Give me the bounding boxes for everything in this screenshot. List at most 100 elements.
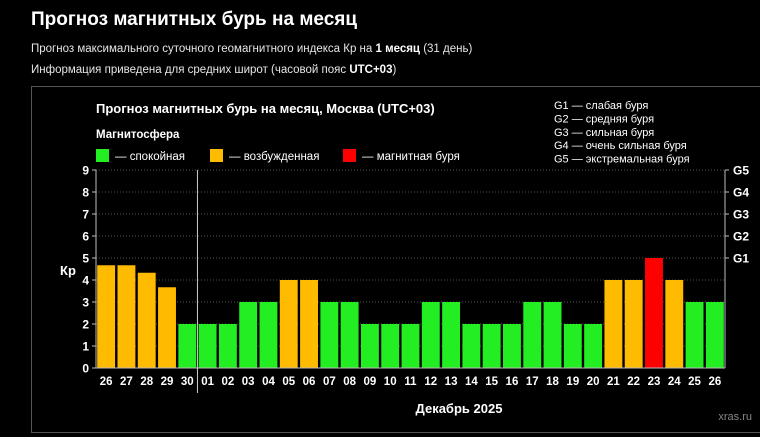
bar-20: [584, 324, 603, 368]
g-scale-item-5: G5 — экстремальная буря: [554, 154, 690, 166]
bar-28: [137, 272, 156, 368]
bar-30: [178, 324, 197, 368]
x-tick-label-10: 06: [303, 376, 316, 388]
bar-18: [543, 302, 562, 368]
legend-label-1: — возбужденная: [229, 151, 319, 163]
forecast-period: 1 месяц: [375, 43, 421, 55]
bar-13: [442, 302, 461, 368]
bar-11: [401, 324, 420, 368]
forecast-description: Прогноз максимального суточного геомагни…: [31, 43, 472, 55]
x-tick-label-9: 05: [282, 376, 295, 388]
x-tick-label-1: 27: [120, 376, 133, 388]
g-tick-label-G5: G5: [733, 164, 749, 178]
x-tick-label-25: 21: [607, 376, 620, 388]
g-scale-item-3: G3 — сильная буря: [554, 127, 654, 139]
bar-24: [665, 280, 684, 368]
g-scale-item-2: G2 — средняя буря: [554, 113, 654, 125]
chart-title: Прогноз магнитных бурь на месяц, Москва …: [96, 101, 435, 116]
x-tick-label-15: 11: [404, 376, 417, 388]
bar-12: [421, 302, 440, 368]
page-title: Прогноз магнитных бурь на месяц: [31, 9, 358, 30]
timezone-note: Информация приведена для средних широт (…: [31, 64, 396, 76]
x-tick-label-21: 17: [526, 376, 539, 388]
x-tick-label-0: 26: [100, 376, 113, 388]
g-tick-label-G4: G4: [733, 186, 749, 200]
y-axis-label: Кр: [60, 263, 76, 278]
y-tick-label-9: 9: [82, 164, 89, 178]
y-tick-label-6: 6: [82, 230, 89, 244]
bar-26: [97, 265, 116, 368]
g-tick-label-G1: G1: [733, 252, 749, 266]
x-tick-label-30: 26: [708, 376, 721, 388]
x-tick-label-14: 10: [384, 376, 397, 388]
x-tick-label-4: 30: [181, 376, 194, 388]
x-tick-label-5: 01: [201, 376, 214, 388]
bar-21: [604, 280, 623, 368]
timezone: UTC+03: [349, 64, 393, 76]
legend-swatch-1: [210, 149, 223, 162]
x-axis-label: Декабрь 2025: [416, 401, 503, 416]
x-tick-label-22: 18: [546, 376, 559, 388]
x-tick-label-29: 25: [688, 376, 701, 388]
timezone-note-prefix: Информация приведена для средних широт (…: [31, 64, 350, 76]
bar-08: [340, 302, 359, 368]
bar-15: [482, 324, 501, 368]
bar-02: [218, 324, 237, 368]
bar-29: [158, 287, 176, 368]
y-tick-label-2: 2: [82, 318, 89, 332]
x-tick-label-12: 08: [343, 376, 356, 388]
forecast-description-suffix: (31 день): [420, 43, 473, 55]
legend-title: Магнитосфера: [96, 129, 180, 141]
g-scale-item-1: G1 — слабая буря: [554, 100, 648, 112]
kp-forecast-chart: Прогноз магнитных бурь на месяц, Москва …: [60, 100, 752, 423]
x-tick-label-13: 09: [364, 376, 377, 388]
bar-03: [239, 302, 258, 368]
bar-06: [300, 280, 318, 368]
x-tick-label-2: 28: [140, 376, 153, 388]
g-tick-label-G2: G2: [733, 230, 749, 244]
g-scale-item-4: G4 — очень сильная буря: [554, 140, 687, 152]
bar-19: [563, 324, 582, 368]
watermark: xras.ru: [718, 411, 752, 423]
bar-01: [198, 324, 217, 368]
y-tick-label-1: 1: [82, 340, 89, 354]
x-tick-label-18: 14: [465, 376, 478, 388]
x-tick-label-16: 12: [424, 376, 437, 388]
bar-series: [97, 258, 724, 368]
chart-legend: — спокойная — возбужденная — магнитная бур…: [96, 149, 460, 163]
legend-swatch-0: [96, 149, 109, 162]
x-tick-label-28: 24: [668, 376, 681, 388]
x-tick-label-17: 13: [445, 376, 458, 388]
x-tick-label-20: 16: [506, 376, 519, 388]
legend-label-0: — спокойная: [115, 151, 185, 163]
forecast-description-prefix: Прогноз максимального суточного геомагни…: [31, 43, 376, 55]
bar-25: [685, 302, 704, 368]
bar-23: [645, 258, 663, 368]
bar-04: [259, 302, 278, 368]
x-tick-label-8: 04: [262, 376, 275, 388]
g-tick-label-G3: G3: [733, 208, 749, 222]
y-tick-label-8: 8: [82, 186, 89, 200]
timezone-note-suffix: ): [392, 64, 397, 76]
legend-label-2: — магнитная буря: [362, 151, 460, 163]
x-tick-label-27: 23: [648, 376, 661, 388]
bar-09: [360, 324, 379, 368]
x-tick-label-19: 15: [485, 376, 498, 388]
chart-panel: Прогноз магнитных бурь на месяц, Москва …: [31, 86, 760, 433]
legend-swatch-2: [343, 149, 356, 162]
bar-07: [320, 302, 339, 368]
bar-10: [381, 324, 400, 368]
y-tick-label-7: 7: [82, 208, 89, 222]
y-tick-label-3: 3: [82, 296, 89, 310]
bar-22: [624, 280, 643, 368]
bar-26: [705, 302, 724, 368]
x-tick-label-6: 02: [221, 376, 234, 388]
x-tick-label-26: 22: [627, 376, 640, 388]
x-tick-label-11: 07: [323, 376, 336, 388]
bar-14: [462, 324, 481, 368]
y-tick-label-0: 0: [82, 362, 89, 376]
x-tick-label-3: 29: [161, 376, 174, 388]
bar-27: [117, 265, 136, 368]
